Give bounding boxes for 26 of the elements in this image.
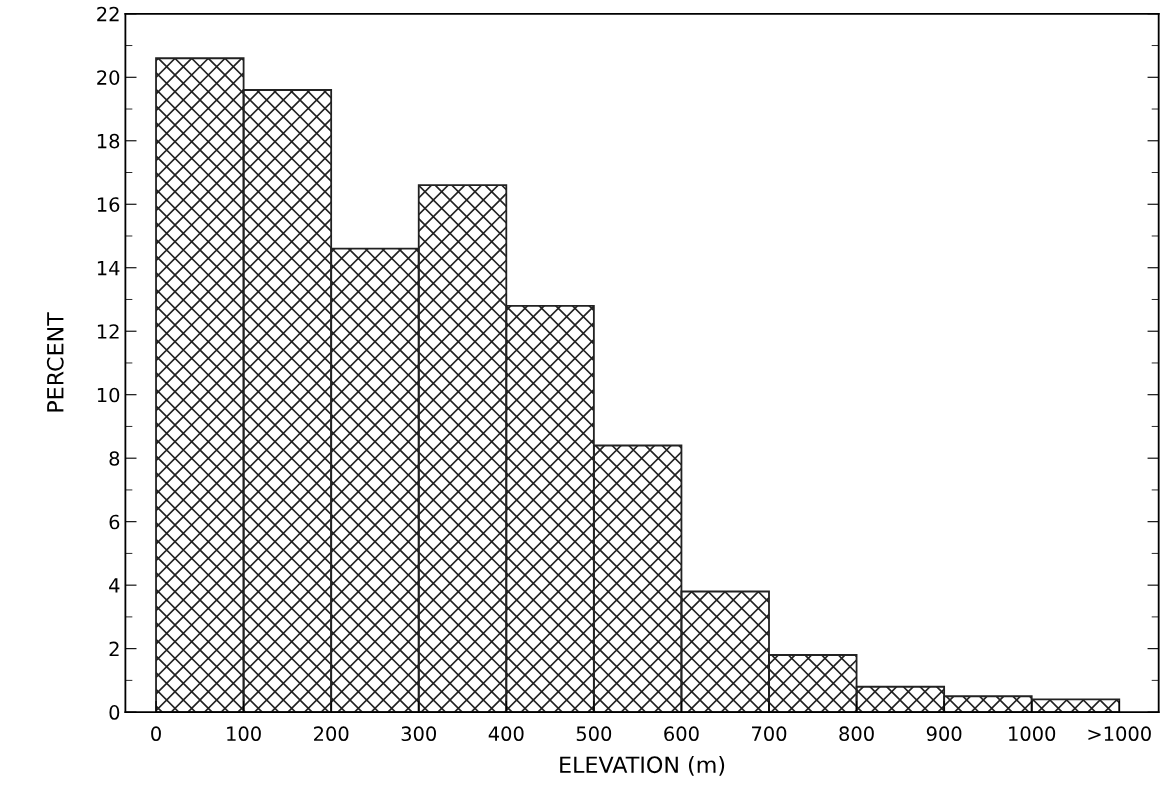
y-axis-title: PERCENT bbox=[46, 312, 64, 412]
x-axis-title: ELEVATION (m) bbox=[560, 755, 725, 776]
x-tick-label: 700 bbox=[752, 726, 787, 742]
y-tick-label: 2 bbox=[109, 641, 119, 657]
x-tick-label: 200 bbox=[314, 726, 349, 742]
x-tick-label: 400 bbox=[488, 726, 524, 742]
x-tick-label: 100 bbox=[227, 726, 261, 742]
y-tick-label: 12 bbox=[97, 324, 119, 339]
x-tick-label: >1000 bbox=[1088, 726, 1151, 742]
y-tick-label: 16 bbox=[97, 197, 120, 212]
y-tick-label: 4 bbox=[109, 578, 120, 593]
y-tick-label: 8 bbox=[109, 451, 120, 466]
y-tick-label: 14 bbox=[97, 260, 120, 276]
y-tick-label: 18 bbox=[97, 133, 120, 149]
x-tick-label: 500 bbox=[576, 726, 612, 742]
x-tick-label: 1000 bbox=[1009, 726, 1056, 742]
x-tick-label: 900 bbox=[926, 726, 962, 742]
y-tick-label: 0 bbox=[109, 705, 120, 720]
y-tick-label: 6 bbox=[109, 514, 120, 530]
x-tick-label: 0 bbox=[151, 726, 161, 742]
y-tick-label: 20 bbox=[97, 70, 120, 85]
x-tick-label: 600 bbox=[664, 726, 699, 742]
x-tick-label: 300 bbox=[401, 726, 436, 742]
y-tick-label: 10 bbox=[97, 387, 120, 403]
x-tick-label: 800 bbox=[839, 726, 874, 742]
y-tick-label: 22 bbox=[97, 6, 119, 22]
